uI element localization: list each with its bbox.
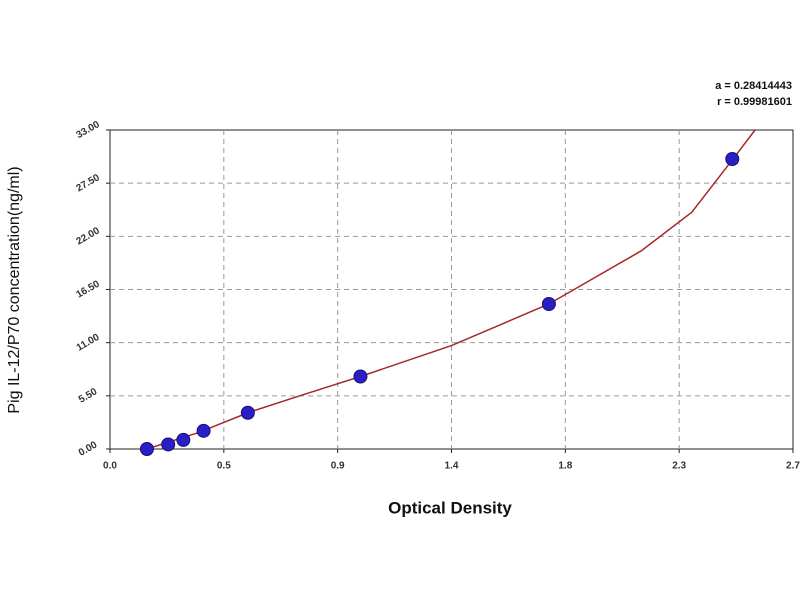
data-point: [161, 437, 176, 452]
y-tick-label: 27.50: [74, 172, 102, 194]
y-tick-label: 11.00: [75, 332, 102, 354]
y-tick-label: 0.00: [77, 439, 100, 458]
y-tick-label: 5.50: [77, 386, 100, 405]
y-axis-label: Pig IL-12/P70 concentration(ng/ml): [6, 166, 23, 413]
data-point: [541, 297, 556, 311]
y-tick-label: 22.00: [74, 225, 102, 247]
data-point: [725, 152, 740, 166]
fit-curve: [146, 129, 756, 450]
y-tick-label: 33.00: [74, 119, 102, 141]
x-tick-label: 0.0: [103, 461, 117, 472]
x-tick-label: 2.3: [672, 461, 686, 472]
annotation: r = 0.99981601: [717, 96, 792, 108]
data-point: [196, 423, 211, 438]
data-point: [176, 432, 191, 447]
data-point: [240, 405, 255, 420]
x-tick-label: 2.7: [786, 461, 800, 472]
data-point: [353, 369, 368, 384]
x-tick-label: 0.5: [217, 461, 231, 472]
annotation: a = 0.28414443: [715, 80, 792, 92]
y-tick-label: 16.50: [74, 278, 102, 300]
x-tick-label: 0.9: [331, 461, 345, 472]
data-point: [139, 442, 154, 456]
x-axis-label: Optical Density: [388, 498, 512, 517]
x-tick-label: 1.4: [445, 461, 459, 472]
x-tick-label: 1.8: [558, 461, 572, 472]
